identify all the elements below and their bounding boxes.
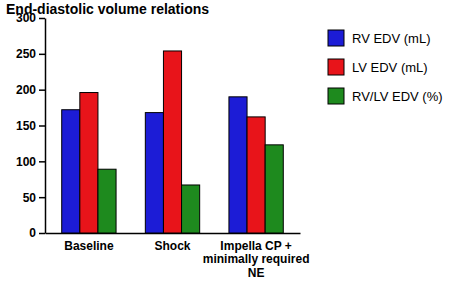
- legend: RV EDV (mL) LV EDV (mL) RV/LV EDV (%): [328, 30, 443, 104]
- bar: [62, 110, 80, 233]
- y-tick: 50: [23, 191, 45, 205]
- y-tick-mark: [39, 233, 45, 235]
- legend-swatch: [328, 59, 344, 75]
- y-tick-mark: [39, 197, 45, 199]
- x-tick: Baseline: [64, 239, 114, 253]
- plot: 0 50 100 150 200 250 300 Baseline Shock Impella C…: [16, 11, 309, 280]
- y-axis: 0 50 100 150 200 250 300: [16, 11, 46, 240]
- legend-item: RV/LV EDV (%): [328, 88, 443, 104]
- chart: End-diastolic volume relations 0 50 100 150 2…: [0, 0, 474, 293]
- bar: [182, 185, 200, 233]
- y-tick-label: 150: [16, 119, 36, 133]
- bar: [265, 145, 283, 233]
- y-tick: 200: [16, 83, 45, 97]
- y-tick-label: 50: [23, 191, 37, 205]
- x-tick: Impella CP +minimally requiredNE: [203, 239, 310, 281]
- y-tick-label: 100: [16, 155, 36, 169]
- legend-item: RV EDV (mL): [328, 30, 431, 46]
- legend-label: RV/LV EDV (%): [352, 89, 443, 104]
- y-tick-label: 300: [16, 11, 36, 25]
- x-axis: Baseline Shock Impella CP +minimally requi…: [46, 234, 310, 281]
- legend-label: LV EDV (mL): [352, 60, 428, 75]
- y-tick: 100: [16, 155, 45, 169]
- y-tick-mark: [39, 161, 45, 163]
- x-tick-label: Shock: [154, 239, 190, 253]
- legend-swatch: [328, 30, 344, 46]
- y-tick: 0: [29, 226, 45, 240]
- x-tick-label: Baseline: [64, 239, 114, 253]
- y-tick-mark: [39, 89, 45, 91]
- y-tick-mark: [39, 54, 45, 56]
- y-tick-mark: [39, 18, 45, 20]
- y-tick-label: 200: [16, 83, 36, 97]
- y-tick: 250: [16, 47, 45, 61]
- x-tick: Shock: [154, 239, 190, 253]
- x-tick-label-line: Impella CP +: [220, 239, 291, 253]
- x-tick-label-line: NE: [248, 266, 265, 280]
- bar: [145, 113, 163, 233]
- bar: [80, 93, 98, 233]
- x-tick-label-line: Baseline: [64, 239, 114, 253]
- legend-swatch: [328, 88, 344, 104]
- y-tick: 300: [16, 11, 45, 25]
- bar: [229, 97, 247, 233]
- x-tick-label-line: Shock: [154, 239, 190, 253]
- y-tick: 150: [16, 119, 45, 133]
- legend-label: RV EDV (mL): [352, 31, 431, 46]
- bar: [163, 51, 181, 233]
- x-tick-label-line: minimally required: [203, 252, 310, 266]
- bar: [98, 169, 116, 233]
- x-tick-label: Impella CP +minimally requiredNE: [203, 239, 310, 281]
- bar: [247, 117, 265, 233]
- legend-item: LV EDV (mL): [328, 59, 428, 75]
- y-tick-mark: [39, 125, 45, 127]
- bars: [62, 51, 284, 233]
- y-tick-label: 0: [29, 226, 36, 240]
- title: End-diastolic volume relations: [6, 1, 209, 17]
- y-tick-label: 250: [16, 47, 36, 61]
